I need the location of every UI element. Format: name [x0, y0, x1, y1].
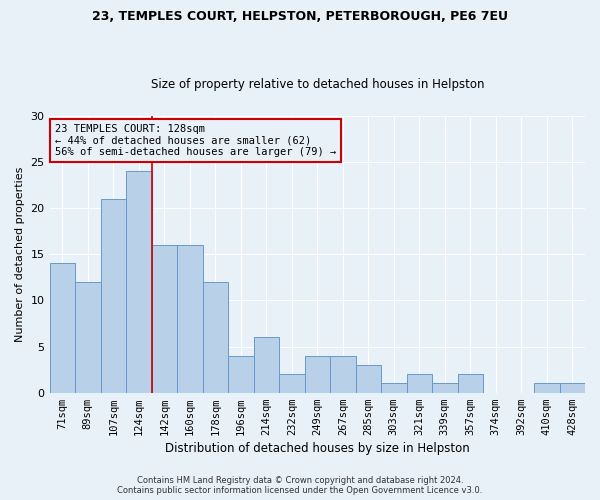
X-axis label: Distribution of detached houses by size in Helpston: Distribution of detached houses by size …: [165, 442, 470, 455]
Bar: [50, 264, 75, 392]
Bar: [407, 374, 432, 392]
Bar: [356, 365, 381, 392]
Bar: [126, 171, 152, 392]
Bar: [458, 374, 483, 392]
Bar: [152, 245, 177, 392]
Y-axis label: Number of detached properties: Number of detached properties: [15, 166, 25, 342]
Bar: [560, 384, 585, 392]
Bar: [254, 338, 279, 392]
Bar: [279, 374, 305, 392]
Bar: [381, 384, 407, 392]
Text: 23, TEMPLES COURT, HELPSTON, PETERBOROUGH, PE6 7EU: 23, TEMPLES COURT, HELPSTON, PETERBOROUG…: [92, 10, 508, 23]
Text: 23 TEMPLES COURT: 128sqm
← 44% of detached houses are smaller (62)
56% of semi-d: 23 TEMPLES COURT: 128sqm ← 44% of detach…: [55, 124, 336, 158]
Bar: [330, 356, 356, 393]
Bar: [177, 245, 203, 392]
Bar: [203, 282, 228, 393]
Bar: [534, 384, 560, 392]
Bar: [101, 199, 126, 392]
Text: Contains HM Land Registry data © Crown copyright and database right 2024.
Contai: Contains HM Land Registry data © Crown c…: [118, 476, 482, 495]
Bar: [305, 356, 330, 393]
Title: Size of property relative to detached houses in Helpston: Size of property relative to detached ho…: [151, 78, 484, 91]
Bar: [432, 384, 458, 392]
Bar: [228, 356, 254, 393]
Bar: [75, 282, 101, 393]
